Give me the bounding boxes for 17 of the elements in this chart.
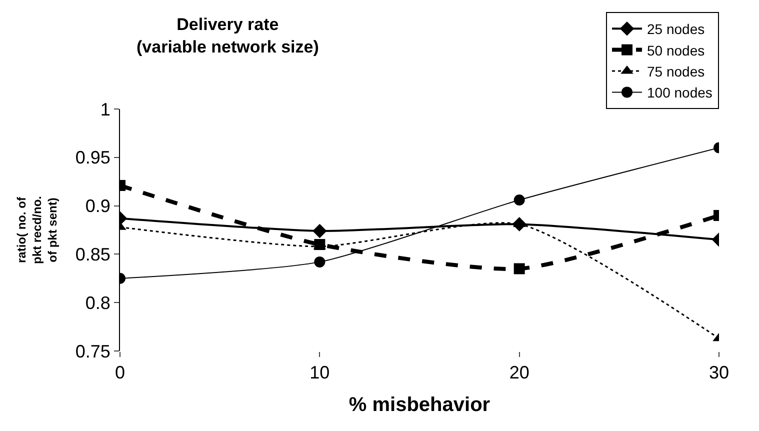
x-axis-title: % misbehavior (348, 394, 490, 416)
y-tick-label: 0.75 (75, 341, 110, 362)
legend-label: 50 nodes (647, 42, 705, 58)
x-tick-label: 10 (310, 362, 330, 383)
y-tick-label: 0.95 (75, 148, 110, 168)
legend-label: 25 nodes (647, 21, 705, 38)
y-axis-title: ratio( no. of pkt recd/no. of pkt sent) (14, 196, 60, 264)
x-tick-label: 20 (509, 362, 530, 383)
y-tick-label: 1 (100, 99, 110, 120)
legend-label: 75 nodes (647, 63, 705, 80)
y-tick-label: 0.85 (75, 244, 110, 264)
y-tick-label: 0.8 (85, 292, 110, 313)
legend-label: 100 nodes (647, 84, 712, 101)
chart-title: Delivery rate (variable network size) (136, 15, 319, 56)
x-tick-label: 0 (114, 362, 126, 383)
x-tick-label: 30 (708, 362, 730, 383)
y-tick-label: 0.9 (85, 196, 110, 216)
